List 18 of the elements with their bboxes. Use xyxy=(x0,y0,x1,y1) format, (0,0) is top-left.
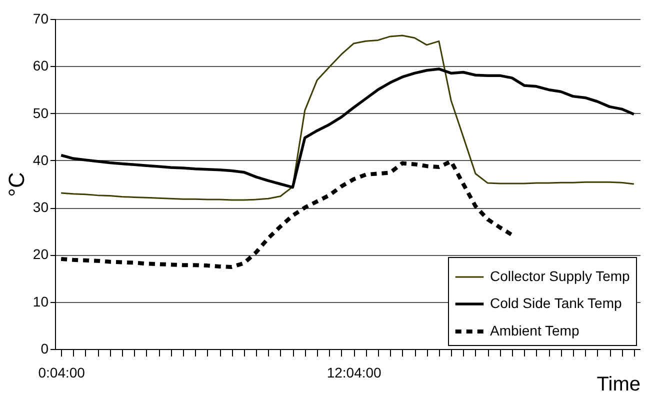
y-tick-label: 0 xyxy=(40,340,49,356)
y-tick-label: 70 xyxy=(32,10,49,26)
legend-label: Cold Side Tank Temp xyxy=(490,295,622,311)
y-tick-label: 20 xyxy=(32,246,49,262)
line-series xyxy=(60,68,636,189)
y-tick-label: 40 xyxy=(32,152,49,168)
y-tick-label: 10 xyxy=(32,293,49,310)
y-axis-title: °C xyxy=(4,172,29,197)
line-series xyxy=(60,34,635,201)
x-tick-label: 0:04:00 xyxy=(38,364,86,380)
legend-label: Collector Supply Temp xyxy=(490,268,630,284)
x-axis-title: Time xyxy=(596,374,640,396)
x-tick-label: 12:04:00 xyxy=(326,364,382,380)
y-tick-label: 50 xyxy=(32,104,49,121)
line-series xyxy=(59,159,514,269)
legend-label: Ambient Temp xyxy=(490,322,580,338)
y-tick-label: 30 xyxy=(32,199,49,216)
y-tick-label: 60 xyxy=(32,58,49,74)
